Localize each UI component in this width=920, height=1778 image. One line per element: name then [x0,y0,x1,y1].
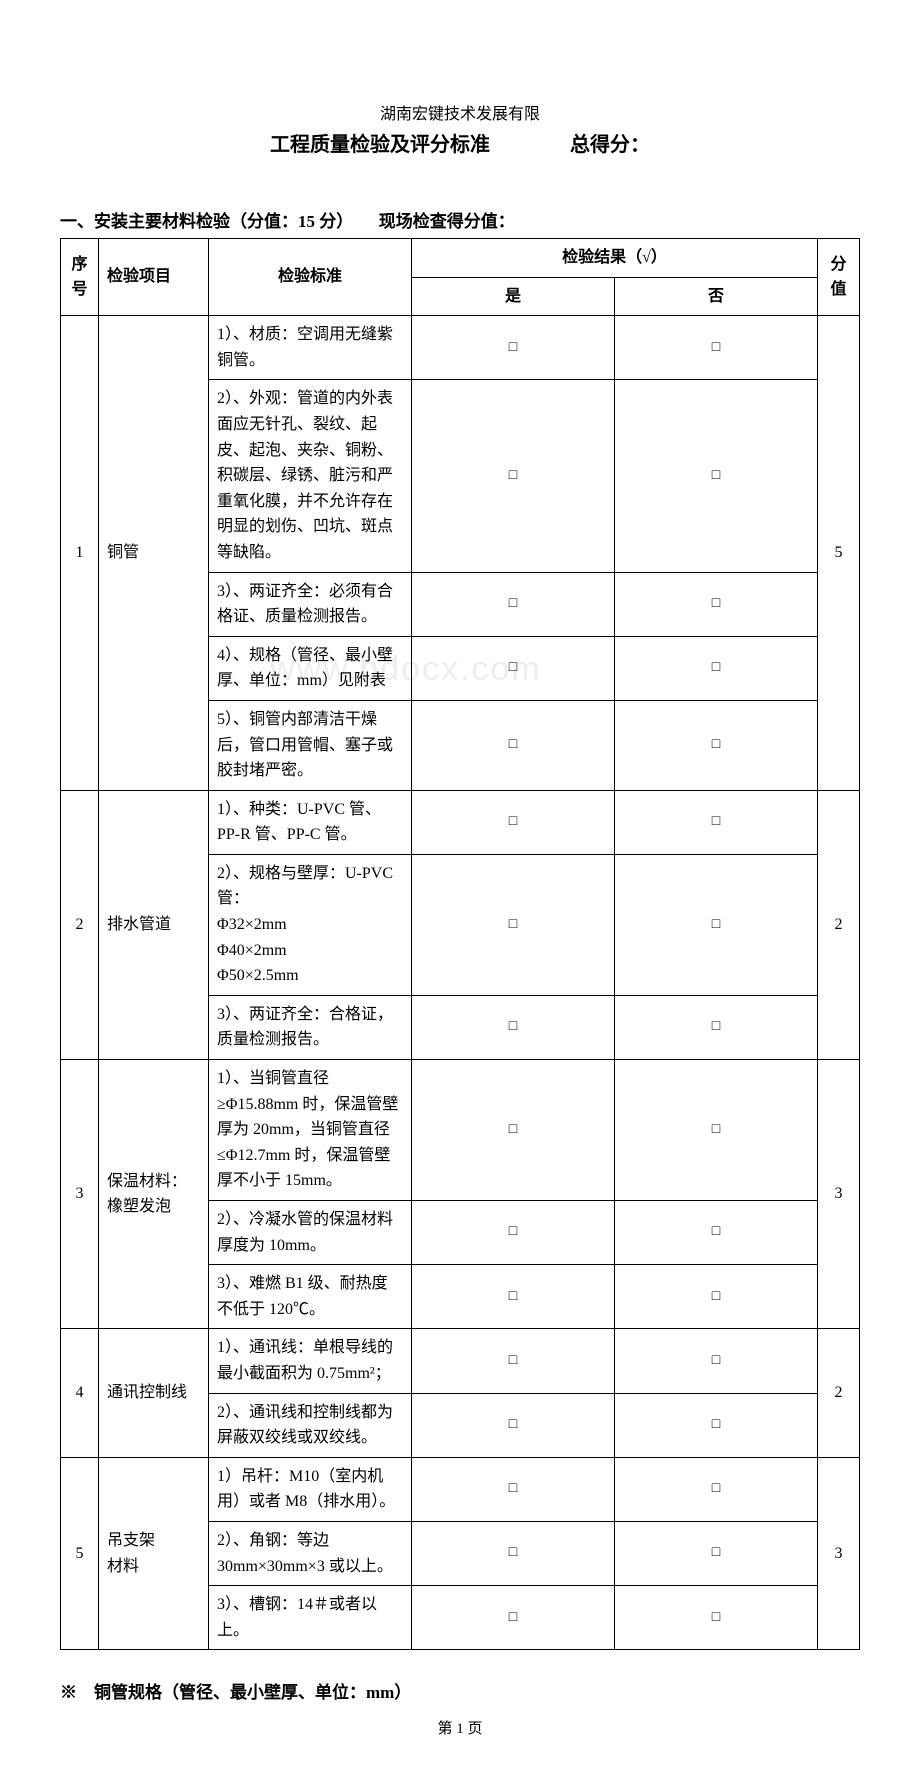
checkbox-no[interactable]: □ [615,1060,818,1201]
checkbox-yes[interactable]: □ [412,790,615,854]
cell-standard: 3）、两证齐全：合格证，质量检测报告。 [209,995,412,1059]
th-yes: 是 [412,277,615,316]
cell-standard: 1）、种类：U-PVC 管、PP-R 管、PP-C 管。 [209,790,412,854]
section-title: 一、安装主要材料检验（分值：15 分） 现场检查得分值： [60,207,860,232]
cell-item: 铜管 [99,316,209,791]
header-row: 工程质量检验及评分标准 总得分： [60,128,860,157]
table-row: 3保温材料：橡塑发泡1）、当铜管直径≥Φ15.88mm 时，保温管壁厚为 20m… [61,1060,860,1201]
cell-standard: 2）、冷凝水管的保温材料厚度为 10mm。 [209,1201,412,1265]
checkbox-yes[interactable]: □ [412,636,615,700]
cell-standard: 2）、规格与壁厚：U-PVC 管： Φ32×2mm Φ40×2mm Φ50×2.… [209,854,412,995]
company-name: 湖南宏键技术发展有限 [60,100,860,124]
cell-seq: 5 [61,1457,99,1650]
checkbox-no[interactable]: □ [615,1393,818,1457]
cell-standard: 5）、铜管内部清洁干燥后，管口用管帽、塞子或胶封堵严密。 [209,700,412,790]
cell-seq: 2 [61,790,99,1059]
cell-score: 5 [818,316,860,791]
cell-score: 3 [818,1457,860,1650]
checkbox-yes[interactable]: □ [412,316,615,380]
table-body: 1铜管1）、材质：空调用无缝紫铜管。□□52）、外观：管道的内外表面应无针孔、裂… [61,316,860,1650]
table-row: 5吊支架 材料1）吊杆：M10（室内机用）或者 M8（排水用）。□□3 [61,1457,860,1521]
cell-standard: 1）吊杆：M10（室内机用）或者 M8（排水用）。 [209,1457,412,1521]
cell-standard: 3）、难燃 B1 级、耐热度不低于 120℃。 [209,1265,412,1329]
checkbox-yes[interactable]: □ [412,1329,615,1393]
cell-seq: 1 [61,316,99,791]
checkbox-yes[interactable]: □ [412,1521,615,1585]
cell-standard: 1）、通讯线：单根导线的最小截面积为 0.75mm²； [209,1329,412,1393]
checkbox-yes[interactable]: □ [412,572,615,636]
checkbox-no[interactable]: □ [615,1201,818,1265]
cell-standard: 2）、角钢：等边 30mm×30mm×3 或以上。 [209,1521,412,1585]
cell-item: 排水管道 [99,790,209,1059]
cell-standard: 3）、槽钢：14＃或者以上。 [209,1586,412,1650]
th-result: 检验结果（√） [412,239,818,278]
th-no: 否 [615,277,818,316]
cell-item: 保温材料：橡塑发泡 [99,1060,209,1329]
checkbox-yes[interactable]: □ [412,1457,615,1521]
cell-standard: 3）、两证齐全：必须有合格证、质量检测报告。 [209,572,412,636]
cell-standard: 1）、材质：空调用无缝紫铜管。 [209,316,412,380]
table-row: 1铜管1）、材质：空调用无缝紫铜管。□□5 [61,316,860,380]
checkbox-no[interactable]: □ [615,1265,818,1329]
checkbox-no[interactable]: □ [615,854,818,995]
cell-score: 3 [818,1060,860,1329]
cell-item: 吊支架 材料 [99,1457,209,1650]
cell-standard: 1）、当铜管直径≥Φ15.88mm 时，保温管壁厚为 20mm，当铜管直径≤Φ1… [209,1060,412,1201]
checkbox-no[interactable]: □ [615,790,818,854]
inspection-table: 序号 检验项目 检验标准 检验结果（√） 分值 是 否 1铜管1）、材质：空调用… [60,238,860,1650]
checkbox-no[interactable]: □ [615,1586,818,1650]
th-score: 分值 [818,239,860,316]
th-standard: 检验标准 [209,239,412,316]
cell-seq: 3 [61,1060,99,1329]
cell-item: 通讯控制线 [99,1329,209,1457]
checkbox-yes[interactable]: □ [412,1393,615,1457]
cell-score: 2 [818,790,860,1059]
checkbox-yes[interactable]: □ [412,1586,615,1650]
checkbox-no[interactable]: □ [615,700,818,790]
appendix-title: ※ 铜管规格（管径、最小壁厚、单位：mm） [60,1678,860,1703]
cell-score: 2 [818,1329,860,1457]
cell-standard: 2）、通讯线和控制线都为屏蔽双绞线或双绞线。 [209,1393,412,1457]
checkbox-yes[interactable]: □ [412,1201,615,1265]
th-seq: 序号 [61,239,99,316]
table-row: 2排水管道1）、种类：U-PVC 管、PP-R 管、PP-C 管。□□2 [61,790,860,854]
cell-standard: 4）、规格（管径、最小壁厚、单位：mm）见附表 [209,636,412,700]
checkbox-yes[interactable]: □ [412,854,615,995]
th-item: 检验项目 [99,239,209,316]
checkbox-yes[interactable]: □ [412,1265,615,1329]
checkbox-no[interactable]: □ [615,1457,818,1521]
table-row: 4通讯控制线1）、通讯线：单根导线的最小截面积为 0.75mm²；□□2 [61,1329,860,1393]
doc-title: 工程质量检验及评分标准 [270,128,490,157]
checkbox-no[interactable]: □ [615,995,818,1059]
checkbox-yes[interactable]: □ [412,1060,615,1201]
page-number: 第 1 页 [60,1717,860,1738]
cell-seq: 4 [61,1329,99,1457]
checkbox-no[interactable]: □ [615,572,818,636]
checkbox-yes[interactable]: □ [412,380,615,572]
checkbox-no[interactable]: □ [615,636,818,700]
total-score-label: 总得分： [570,128,650,157]
checkbox-no[interactable]: □ [615,316,818,380]
checkbox-yes[interactable]: □ [412,700,615,790]
checkbox-no[interactable]: □ [615,1521,818,1585]
checkbox-yes[interactable]: □ [412,995,615,1059]
cell-standard: 2）、外观：管道的内外表面应无针孔、裂纹、起皮、起泡、夹杂、铜粉、积碳层、绿锈、… [209,380,412,572]
checkbox-no[interactable]: □ [615,1329,818,1393]
checkbox-no[interactable]: □ [615,380,818,572]
